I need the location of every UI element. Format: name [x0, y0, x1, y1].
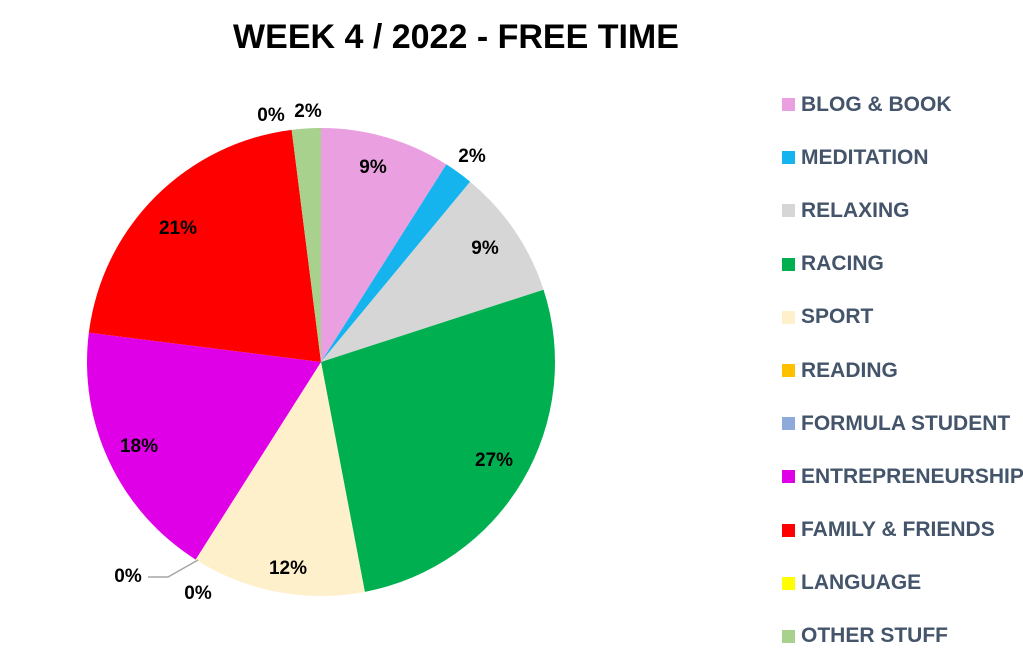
legend-item-language: LANGUAGE: [782, 557, 1023, 610]
legend-label: READING: [801, 358, 898, 382]
legend-swatch: [782, 257, 795, 271]
legend-label: MEDITATION: [801, 145, 929, 169]
legend-label: RELAXING: [801, 198, 910, 222]
leader-line: [148, 559, 199, 578]
legend-item-relaxing: RELAXING: [782, 184, 1023, 237]
legend-label: BLOG & BOOK: [801, 92, 952, 116]
legend-swatch: [782, 204, 795, 218]
legend-swatch: [782, 98, 795, 112]
legend-label: LANGUAGE: [801, 571, 922, 595]
data-label-racing: 27%: [475, 450, 513, 471]
legend-item-meditation: MEDITATION: [782, 131, 1023, 184]
data-label-sport: 12%: [269, 558, 307, 579]
data-label-reading: 0%: [184, 583, 212, 604]
legend-item-entrepreneurship: ENTREPRENEURSHIP: [782, 450, 1023, 503]
data-label-other-stuff: 2%: [294, 101, 322, 122]
data-label-meditation: 2%: [458, 146, 486, 167]
legend-swatch: [782, 417, 795, 431]
legend-item-racing: RACING: [782, 238, 1023, 291]
data-label-entrepreneurship: 18%: [120, 436, 158, 457]
legend-label: ENTREPRENEURSHIP: [801, 464, 1023, 488]
legend-swatch: [782, 310, 795, 324]
legend-label: RACING: [801, 252, 884, 276]
pie-slice-family-friends: [88, 129, 322, 362]
data-label-formula-student: 0%: [114, 566, 142, 587]
legend-item-sport: SPORT: [782, 291, 1023, 344]
chart-title: WEEK 4 / 2022 - FREE TIME: [233, 18, 679, 56]
pie-chart: 9% 2% 9% 27% 12% 0% 0% 18% 21% 0% 2%: [87, 101, 556, 604]
pie-slice-other-stuff: [291, 128, 321, 362]
legend-swatch: [782, 151, 795, 165]
pie-slice-racing: [321, 289, 556, 592]
legend-label: FAMILY & FRIENDS: [801, 518, 995, 542]
legend-label: FORMULA STUDENT: [801, 411, 1011, 435]
legend-label: OTHER STUFF: [801, 624, 948, 648]
chart-legend: BLOG & BOOK MEDITATION RELAXING RACING SPORT…: [782, 78, 1023, 663]
data-label-blog-book: 9%: [359, 157, 387, 178]
data-label-relaxing: 9%: [471, 238, 499, 259]
legend-item-formula-student: FORMULA STUDENT: [782, 397, 1023, 450]
pie-slice-entrepreneurship: [87, 332, 321, 560]
legend-item-reading: READING: [782, 344, 1023, 397]
legend-swatch: [782, 523, 795, 537]
pie-slice-sport: [195, 362, 365, 597]
legend-swatch: [782, 364, 795, 378]
legend-swatch: [782, 629, 795, 643]
legend-item-blog-book: BLOG & BOOK: [782, 78, 1023, 131]
data-label-family-friends: 21%: [159, 218, 197, 239]
legend-item-family-friends: FAMILY & FRIENDS: [782, 504, 1023, 557]
legend-swatch: [782, 576, 795, 590]
data-label-language: 0%: [257, 105, 285, 126]
pie-slice-meditation: [321, 164, 471, 362]
pie-slice-blog-book: [321, 128, 447, 362]
legend-label: SPORT: [801, 305, 874, 329]
legend-item-other-stuff: OTHER STUFF: [782, 610, 1023, 663]
legend-swatch: [782, 470, 795, 484]
pie-slice-relaxing: [321, 181, 544, 362]
